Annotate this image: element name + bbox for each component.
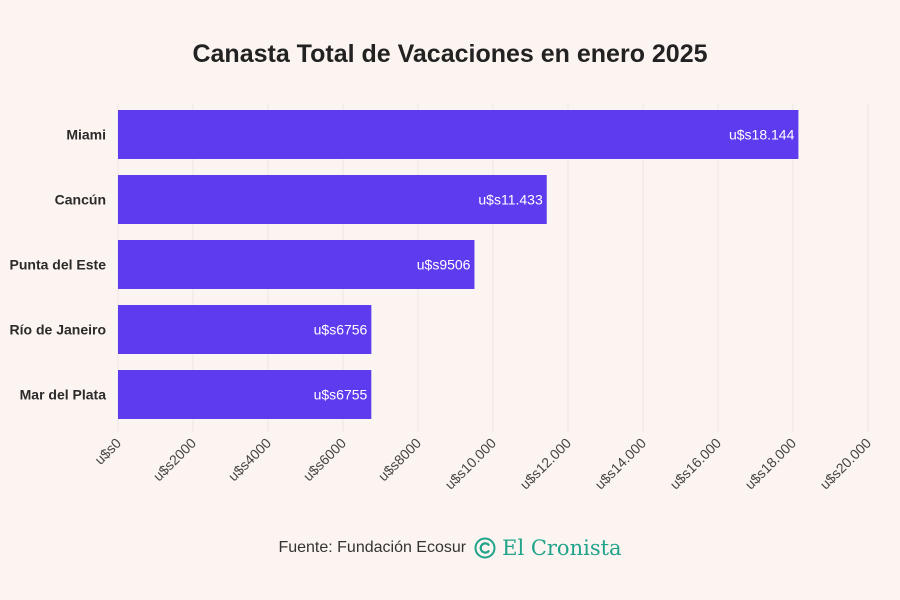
chart-title: Canasta Total de Vacaciones en enero 202…	[192, 40, 708, 68]
category-label: Río de Janeiro	[10, 322, 106, 338]
category-label: Cancún	[55, 192, 106, 208]
data-label: u$s6756	[314, 322, 368, 338]
bar	[118, 110, 799, 159]
x-tick-label: u$s20.000	[817, 435, 875, 493]
data-label: u$s11.433	[478, 192, 543, 208]
x-tick-label: u$s12.000	[517, 435, 575, 493]
copyright-c-logo-icon	[474, 537, 496, 559]
x-tick-label: u$s8000	[375, 435, 424, 484]
x-tick-label: u$s6000	[300, 435, 349, 484]
x-tick-label: u$s16.000	[667, 435, 725, 493]
footer: Fuente: Fundación Ecosur El Cronista	[0, 536, 900, 560]
category-label: Miami	[66, 127, 106, 143]
x-tick-label: u$s14.000	[592, 435, 650, 493]
brand-logo[interactable]: El Cronista	[474, 536, 622, 560]
data-label: u$s18.144	[729, 127, 795, 143]
x-tick-label: u$s0	[91, 435, 124, 468]
x-tick-label: u$s4000	[225, 435, 274, 484]
x-tick-label: u$s2000	[150, 435, 199, 484]
category-label: Mar del Plata	[20, 387, 107, 403]
bar	[118, 305, 372, 354]
source-text: Fuente: Fundación Ecosur	[278, 539, 467, 556]
brand-name: El Cronista	[502, 536, 622, 560]
data-label: u$s9506	[417, 257, 471, 273]
category-label: Punta del Este	[10, 257, 107, 273]
x-tick-label: u$s10.000	[442, 435, 500, 493]
data-label: u$s6755	[314, 387, 368, 403]
x-tick-label: u$s18.000	[742, 435, 800, 493]
bar	[118, 240, 475, 289]
bar	[118, 175, 547, 224]
bar	[118, 370, 372, 419]
